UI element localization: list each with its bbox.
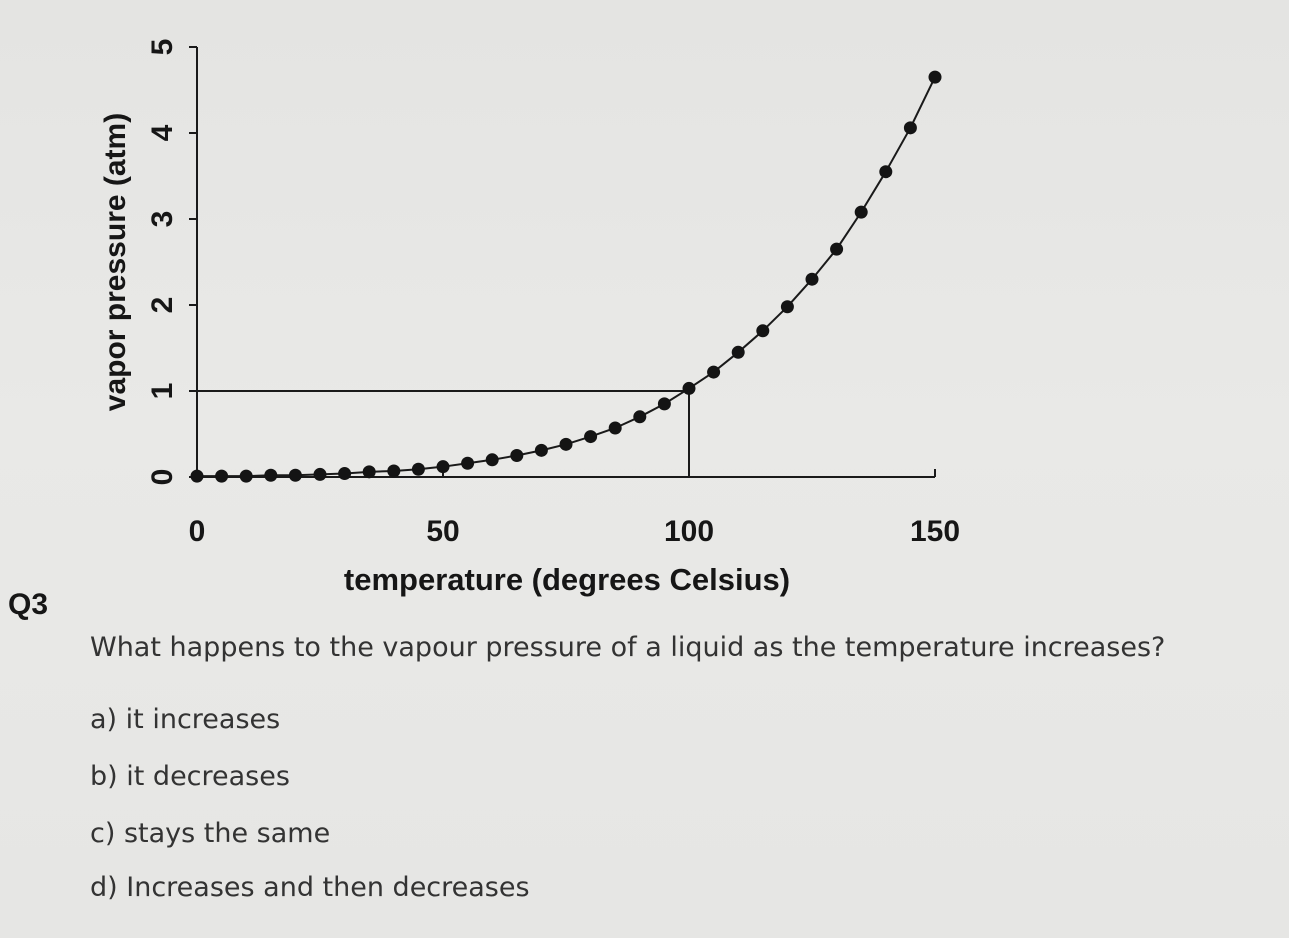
data-point <box>633 410 647 424</box>
reference-lines <box>197 390 690 477</box>
x-axis-label: temperature (degrees Celsius) <box>344 562 790 597</box>
y-tick-label: 1 <box>146 383 179 400</box>
data-point <box>608 421 622 435</box>
tick-labels: 0 50 100 150 0 1 2 3 4 5 <box>146 39 960 548</box>
question-number: Q3 <box>8 588 49 621</box>
data-point <box>731 345 745 359</box>
y-tick-label: 5 <box>146 39 179 56</box>
x-tick-label: 0 <box>189 515 206 548</box>
data-point <box>190 469 204 483</box>
data-point <box>584 430 598 444</box>
x-tick-label: 50 <box>426 515 459 548</box>
data-point <box>387 464 401 478</box>
series-polyline <box>197 76 936 478</box>
data-point <box>805 272 819 286</box>
data-point <box>461 456 475 470</box>
data-point <box>436 460 450 474</box>
y-tick-label: 4 <box>146 124 179 141</box>
data-point <box>879 165 893 179</box>
data-point <box>682 381 696 395</box>
data-point <box>903 121 917 135</box>
data-point <box>485 453 499 467</box>
data-point <box>534 443 548 457</box>
y-tick-label: 0 <box>146 469 179 486</box>
data-point <box>510 449 524 462</box>
data-point <box>780 300 794 314</box>
y-tick-label: 3 <box>146 211 179 228</box>
data-point <box>288 468 302 482</box>
data-markers <box>190 70 942 483</box>
data-point <box>756 324 770 338</box>
data-point <box>928 70 942 84</box>
data-point <box>313 467 327 481</box>
vapor-pressure-chart: 0 50 100 150 0 1 2 3 4 5 temperature (degrees Cel… <box>99 39 960 597</box>
data-point <box>264 468 278 482</box>
answer-option-d[interactable]: d) Increases and then decreases <box>90 872 530 903</box>
data-point <box>657 397 671 411</box>
data-point <box>707 365 721 379</box>
question-text: What happens to the vapour pressure of a… <box>90 632 1166 663</box>
data-point <box>239 469 253 483</box>
data-point <box>411 462 425 476</box>
y-tick-label: 2 <box>146 297 179 314</box>
x-tick-label: 100 <box>664 515 714 548</box>
data-point <box>362 465 376 479</box>
chart-axes <box>189 46 936 478</box>
x-tick-label: 150 <box>910 515 960 548</box>
answer-option-c[interactable]: c) stays the same <box>90 818 331 849</box>
answer-option-a[interactable]: a) it increases <box>90 704 281 735</box>
data-point <box>854 205 868 219</box>
y-axis-label: vapor pressure (atm) <box>99 113 132 411</box>
data-point <box>215 469 229 483</box>
data-point <box>338 467 352 481</box>
data-point <box>830 242 844 256</box>
series-line <box>197 76 936 478</box>
answer-option-b[interactable]: b) it decreases <box>90 761 290 792</box>
data-point <box>559 437 573 451</box>
